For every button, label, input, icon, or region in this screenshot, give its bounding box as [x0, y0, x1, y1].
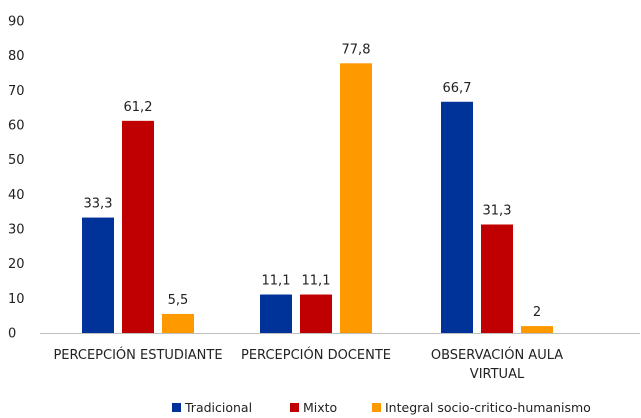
- bar: [122, 120, 154, 333]
- data-label: 31,3: [483, 203, 512, 218]
- y-tick-label: 30: [8, 223, 25, 238]
- data-label: 77,8: [342, 42, 371, 57]
- legend-swatch: [172, 403, 181, 412]
- data-label: 2: [533, 305, 541, 320]
- bar: [260, 294, 292, 333]
- x-category-label: OBSERVACIÓN AULA VIRTUAL: [431, 347, 563, 382]
- bar: [521, 326, 553, 333]
- legend-label: Tradicional: [184, 400, 252, 415]
- bar: [82, 217, 114, 333]
- legend-swatch: [290, 403, 299, 412]
- y-tick-label: 50: [8, 153, 25, 168]
- data-label: 11,1: [262, 274, 291, 289]
- y-tick-label: 10: [8, 292, 25, 307]
- legend-swatch: [372, 403, 381, 412]
- x-category-label: PERCEPCIÓN DOCENTE: [241, 347, 391, 363]
- bar: [481, 224, 513, 333]
- y-tick-label: 90: [8, 15, 25, 30]
- y-tick-label: 70: [8, 84, 25, 99]
- y-tick-label: 20: [8, 257, 25, 272]
- y-tick-label: 60: [8, 119, 25, 134]
- axes: 0 10 20 30 40 50 60 70 80 90 PERCEPCIÓN ESTUDIANTE…: [8, 15, 640, 382]
- y-tick-label: 80: [8, 49, 25, 64]
- data-label: 5,5: [168, 293, 189, 308]
- bar: [340, 63, 372, 333]
- data-label: 11,1: [302, 274, 331, 289]
- legend: Tradicional Mixto Integral socio-critico-h…: [172, 400, 591, 415]
- data-label: 33,3: [84, 197, 113, 212]
- bar: [441, 101, 473, 333]
- bars: 33,3 11,1 66,7 61,2 11,1 31,3 5,5 77,8 2: [82, 42, 553, 333]
- y-tick-label: 40: [8, 188, 25, 203]
- legend-label: Integral socio-critico-humanismo: [385, 400, 591, 415]
- data-label: 66,7: [443, 81, 472, 96]
- legend-label: Mixto: [303, 400, 337, 415]
- data-label: 61,2: [124, 100, 153, 115]
- bar: [162, 313, 194, 333]
- x-category-label: PERCEPCIÓN ESTUDIANTE: [53, 347, 222, 363]
- bar: [300, 294, 332, 333]
- y-tick-label: 0: [8, 327, 16, 342]
